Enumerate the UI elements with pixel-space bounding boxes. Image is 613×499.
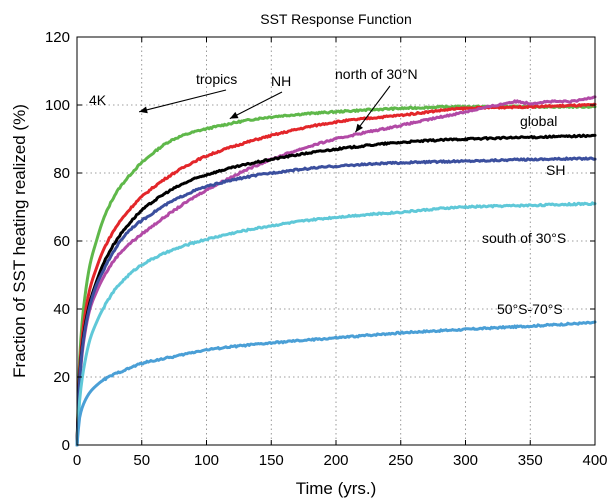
y-tick-label: 120 bbox=[45, 29, 70, 46]
x-tick-label: 200 bbox=[323, 452, 348, 469]
y-tick-label: 100 bbox=[45, 97, 70, 114]
y-tick-label: 0 bbox=[62, 437, 70, 454]
series-line-global bbox=[75, 133, 597, 447]
series-line-south-of-30-s bbox=[75, 201, 597, 447]
annotation-layer: 4K tropics NH north of 30°N global SH south of… bbox=[89, 66, 566, 317]
annotation-label-50-s-70-s: 50°S-70°S bbox=[497, 301, 563, 317]
y-tick-label: 80 bbox=[53, 165, 70, 182]
annotation-label-global: global bbox=[520, 113, 557, 129]
annotation-label-nh: NH bbox=[271, 73, 291, 89]
annotation-label-tropics: tropics bbox=[196, 71, 237, 87]
series-line-tropics bbox=[75, 104, 597, 447]
series-line-sh bbox=[75, 156, 597, 447]
series-line-north-of-30-n bbox=[75, 95, 597, 447]
x-tick-label: 400 bbox=[582, 452, 607, 469]
y-axis-title: Fraction of SST heating realized (%) bbox=[10, 104, 29, 378]
y-tick-label: 20 bbox=[53, 369, 70, 386]
annotation-label-sh: SH bbox=[546, 162, 565, 178]
x-tick-label: 300 bbox=[453, 452, 478, 469]
y-tick-label: 60 bbox=[53, 233, 70, 250]
x-tick-label: 350 bbox=[518, 452, 543, 469]
annotation-arrow-north-of-30-n bbox=[354, 85, 391, 133]
annotation-arrowhead-north-of-30-n bbox=[355, 123, 364, 133]
tick-marks bbox=[76, 36, 596, 446]
y-tick-label: 40 bbox=[53, 301, 70, 318]
annotation-label-4k: 4K bbox=[89, 92, 107, 108]
x-tick-label: 100 bbox=[194, 452, 219, 469]
annotation-label-north-of-30-n: north of 30°N bbox=[335, 66, 418, 82]
x-axis-title: Time (yrs.) bbox=[296, 479, 377, 498]
x-tick-label: 50 bbox=[133, 452, 150, 469]
annotation-arrow-tropics bbox=[139, 89, 227, 113]
series-line-nh bbox=[75, 102, 597, 447]
series-layer bbox=[75, 95, 597, 447]
x-tick-label: 250 bbox=[388, 452, 413, 469]
x-tick-label: 150 bbox=[259, 452, 284, 469]
annotation-arrowhead-tropics bbox=[139, 106, 148, 114]
series-line-50-s-70-s bbox=[75, 320, 597, 447]
annotation-arrowhead-nh bbox=[229, 111, 239, 119]
tick-labels: 0 50 100 150 200 250 300 350 400 0 20 40 60 80 100 120 bbox=[45, 29, 608, 469]
annotation-label-south-of-30-s: south of 30°S bbox=[482, 230, 566, 246]
annotation-arrow-nh bbox=[229, 91, 283, 120]
chart-title: SST Response Function bbox=[260, 11, 412, 27]
x-tick-label: 0 bbox=[73, 452, 81, 469]
